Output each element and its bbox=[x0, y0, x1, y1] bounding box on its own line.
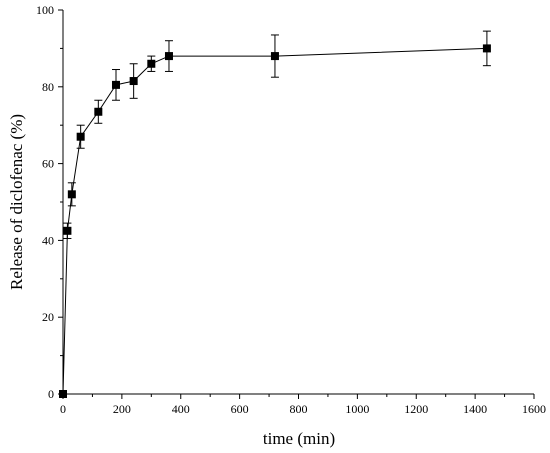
data-point bbox=[270, 52, 279, 61]
x-tick-label: 600 bbox=[231, 402, 249, 416]
x-tick-label: 400 bbox=[172, 402, 190, 416]
data-point bbox=[63, 226, 72, 235]
x-tick-label: 1200 bbox=[404, 402, 428, 416]
y-axis-title: Release of diclofenac (%) bbox=[7, 114, 26, 290]
data-point bbox=[111, 80, 120, 89]
x-tick-label: 1400 bbox=[463, 402, 487, 416]
y-tick-label: 0 bbox=[48, 387, 54, 401]
y-tick-label: 60 bbox=[42, 157, 54, 171]
x-tick-label: 1000 bbox=[345, 402, 369, 416]
y-tick-label: 40 bbox=[42, 233, 54, 247]
x-tick-label: 800 bbox=[290, 402, 308, 416]
data-point bbox=[94, 107, 103, 116]
data-point bbox=[147, 59, 156, 68]
data-point bbox=[482, 44, 491, 53]
data-point bbox=[164, 52, 173, 61]
y-tick-label: 80 bbox=[42, 80, 54, 94]
x-tick-label: 200 bbox=[113, 402, 131, 416]
y-tick-label: 100 bbox=[36, 3, 54, 17]
x-tick-label: 1600 bbox=[522, 402, 546, 416]
data-point bbox=[76, 132, 85, 141]
x-axis-title: time (min) bbox=[263, 429, 335, 448]
data-point bbox=[67, 190, 76, 199]
data-series bbox=[59, 30, 491, 398]
data-point bbox=[59, 390, 67, 398]
y-tick-label: 20 bbox=[42, 310, 54, 324]
x-axis-ticks: 0 200 400 600 800 1000 1200 1400 1600 bbox=[60, 394, 546, 416]
data-point bbox=[129, 77, 138, 86]
series-line bbox=[62, 47, 487, 395]
y-axis-ticks: 0 20 40 60 80 100 bbox=[36, 3, 63, 401]
x-tick-label: 0 bbox=[60, 402, 66, 416]
